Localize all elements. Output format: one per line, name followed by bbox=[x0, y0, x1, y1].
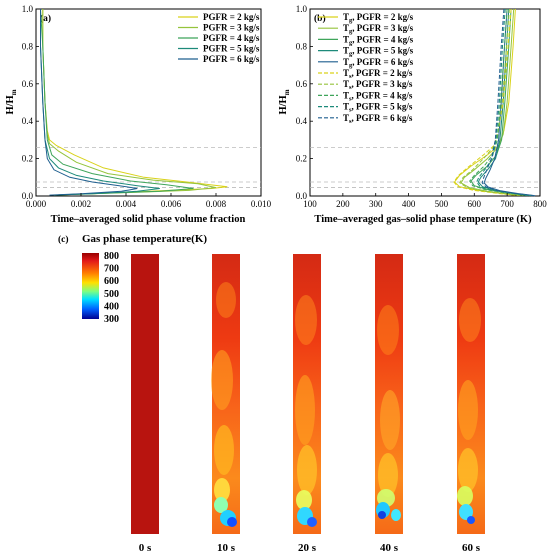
colorbar-tick-label: 300 bbox=[104, 314, 119, 325]
colorbar-tick-label: 400 bbox=[104, 301, 119, 312]
b-y-tick-label: 0.4 bbox=[296, 116, 308, 126]
colorbar-tick-label: 600 bbox=[104, 276, 119, 287]
a-legend-entry: PGFR = 6 kg/s bbox=[203, 54, 260, 64]
b-series-line bbox=[477, 8, 534, 197]
panel-a-y-ticks: 0.0 0.2 0.4 0.6 0.8 1.0 bbox=[22, 4, 39, 201]
panel-c-title: Gas phase temperature(K) bbox=[82, 233, 207, 245]
b-y-tick-label: 0.2 bbox=[296, 154, 307, 164]
a-series-line bbox=[40, 8, 194, 196]
panel-b-legend: Tg, PGFR = 2 kg/sTg, PGFR = 3 kg/sTg, PG… bbox=[318, 12, 414, 125]
panel-b-y-label-main: H/H bbox=[278, 95, 289, 114]
a-y-tick-label: 0.0 bbox=[22, 191, 34, 201]
b-x-tick-label: 300 bbox=[369, 199, 383, 209]
panel-a-chart: (a) 0.000 0.002 0.004 0.006 0.008 0.010 0.00.… bbox=[5, 4, 272, 225]
panel-b-frame bbox=[309, 8, 541, 197]
b-x-tick-label: 100 bbox=[303, 199, 317, 209]
panel-b-y-axis-label: H/Hm bbox=[278, 89, 291, 114]
b-y-tick-label: 0.6 bbox=[296, 79, 308, 89]
b-x-tick-label: 800 bbox=[533, 199, 547, 209]
b-legend-entry: Ts, PGFR = 5 kg/s bbox=[343, 102, 413, 114]
a-series-line bbox=[40, 9, 138, 196]
panel-b-series bbox=[453, 8, 536, 197]
b-legend-entry: Ts, PGFR = 2 kg/s bbox=[343, 68, 413, 80]
a-x-tick-label: 0.006 bbox=[161, 199, 182, 209]
b-series-line bbox=[469, 8, 528, 197]
b-legend-entry: Ts, PGFR = 3 kg/s bbox=[343, 79, 413, 91]
snapshot-label-10s: 10 s bbox=[217, 542, 236, 554]
snapshot-label-20s: 20 s bbox=[298, 542, 317, 554]
b-legend-entry: Ts, PGFR = 4 kg/s bbox=[343, 90, 413, 102]
panel-b-label: (b) bbox=[314, 13, 326, 24]
a-legend-entry: PGFR = 4 kg/s bbox=[203, 33, 260, 43]
colorbar bbox=[82, 253, 99, 319]
panel-a-y-axis-label: H/Hm bbox=[5, 89, 18, 114]
b-legend-entry: Ts, PGFR = 6 kg/s bbox=[343, 113, 413, 125]
panel-a-x-axis-label: Time–averaged solid phase volume fractio… bbox=[51, 214, 246, 225]
b-legend-entry: Tg, PGFR = 6 kg/s bbox=[343, 57, 414, 69]
panel-a-label: (a) bbox=[40, 13, 51, 24]
a-legend-entry: PGFR = 2 kg/s bbox=[203, 12, 260, 22]
panel-a-x-ticks: 0.000 0.002 0.004 0.006 0.008 0.010 bbox=[26, 193, 272, 209]
panel-b-chart: (b) 100 200 300 400 500 600 700 800 0.00.20.40.… bbox=[278, 4, 547, 225]
b-legend-entry: Tg, PGFR = 2 kg/s bbox=[343, 12, 414, 24]
a-y-tick-label: 0.8 bbox=[22, 41, 34, 51]
b-legend-entry: Tg, PGFR = 5 kg/s bbox=[343, 46, 414, 58]
b-series-line bbox=[459, 8, 521, 196]
a-x-tick-label: 0.004 bbox=[116, 199, 137, 209]
a-series-line bbox=[40, 9, 160, 196]
snapshot-column-40s bbox=[375, 254, 403, 534]
b-series-line bbox=[483, 8, 536, 197]
a-x-tick-label: 0.008 bbox=[206, 199, 227, 209]
panel-b-reference-lines bbox=[310, 146, 540, 188]
a-legend-entry: PGFR = 3 kg/s bbox=[203, 23, 260, 33]
a-y-tick-label: 1.0 bbox=[22, 4, 34, 14]
panel-b-x-axis-label: Time–averaged gas–solid phase temperatur… bbox=[314, 214, 532, 225]
a-x-tick-label: 0.002 bbox=[71, 199, 91, 209]
panel-a-reference-lines bbox=[36, 146, 261, 188]
b-series-line bbox=[460, 8, 524, 196]
snapshot-label-60s: 60 s bbox=[462, 542, 481, 554]
colorbar-tick-label: 800 bbox=[104, 251, 119, 262]
b-x-tick-label: 200 bbox=[336, 199, 350, 209]
snapshot-label-40s: 40 s bbox=[380, 542, 399, 554]
b-y-tick-label: 0.8 bbox=[296, 41, 308, 51]
snapshot-label-0s: 0 s bbox=[139, 542, 152, 554]
colorbar-tick-label: 700 bbox=[104, 264, 119, 275]
a-x-tick-label: 0.000 bbox=[26, 199, 47, 209]
panel-a-series bbox=[40, 8, 228, 196]
panel-b-x-ticks: 100 200 300 400 500 600 700 800 bbox=[303, 193, 547, 209]
a-y-tick-label: 0.2 bbox=[22, 154, 33, 164]
snapshot-column-60s bbox=[457, 254, 485, 534]
panel-a-frame bbox=[35, 8, 262, 197]
b-x-tick-label: 400 bbox=[402, 199, 416, 209]
a-series-line bbox=[42, 9, 228, 196]
a-x-tick-label: 0.010 bbox=[251, 199, 272, 209]
panel-c-label: (c) bbox=[58, 234, 69, 245]
panel-b-y-ticks: 0.0 0.2 0.4 0.6 0.8 1.0 bbox=[296, 4, 313, 201]
a-legend-entry: PGFR = 5 kg/s bbox=[203, 44, 260, 54]
snapshot-column-0s bbox=[131, 254, 159, 534]
b-legend-entry: Tg, PGFR = 3 kg/s bbox=[343, 23, 414, 35]
b-x-tick-label: 500 bbox=[435, 199, 449, 209]
panel-a-y-label-main: H/H bbox=[5, 95, 16, 114]
b-y-tick-label: 1.0 bbox=[296, 4, 308, 14]
b-x-tick-label: 600 bbox=[468, 199, 482, 209]
colorbar-tick-label: 500 bbox=[104, 289, 119, 300]
b-series-line bbox=[481, 8, 533, 197]
a-y-tick-label: 0.6 bbox=[22, 79, 34, 89]
b-x-tick-label: 700 bbox=[500, 199, 514, 209]
a-y-tick-label: 0.4 bbox=[22, 116, 34, 126]
b-y-tick-label: 0.0 bbox=[296, 191, 308, 201]
a-series-line bbox=[42, 9, 217, 195]
b-legend-entry: Tg, PGFR = 4 kg/s bbox=[343, 34, 414, 46]
panel-b-y-label-sub: m bbox=[283, 89, 291, 95]
snapshot-column-20s bbox=[293, 254, 321, 534]
snapshot-column-10s bbox=[211, 254, 240, 534]
panel-a-y-label-sub: m bbox=[10, 89, 18, 95]
b-series-line bbox=[453, 8, 518, 196]
